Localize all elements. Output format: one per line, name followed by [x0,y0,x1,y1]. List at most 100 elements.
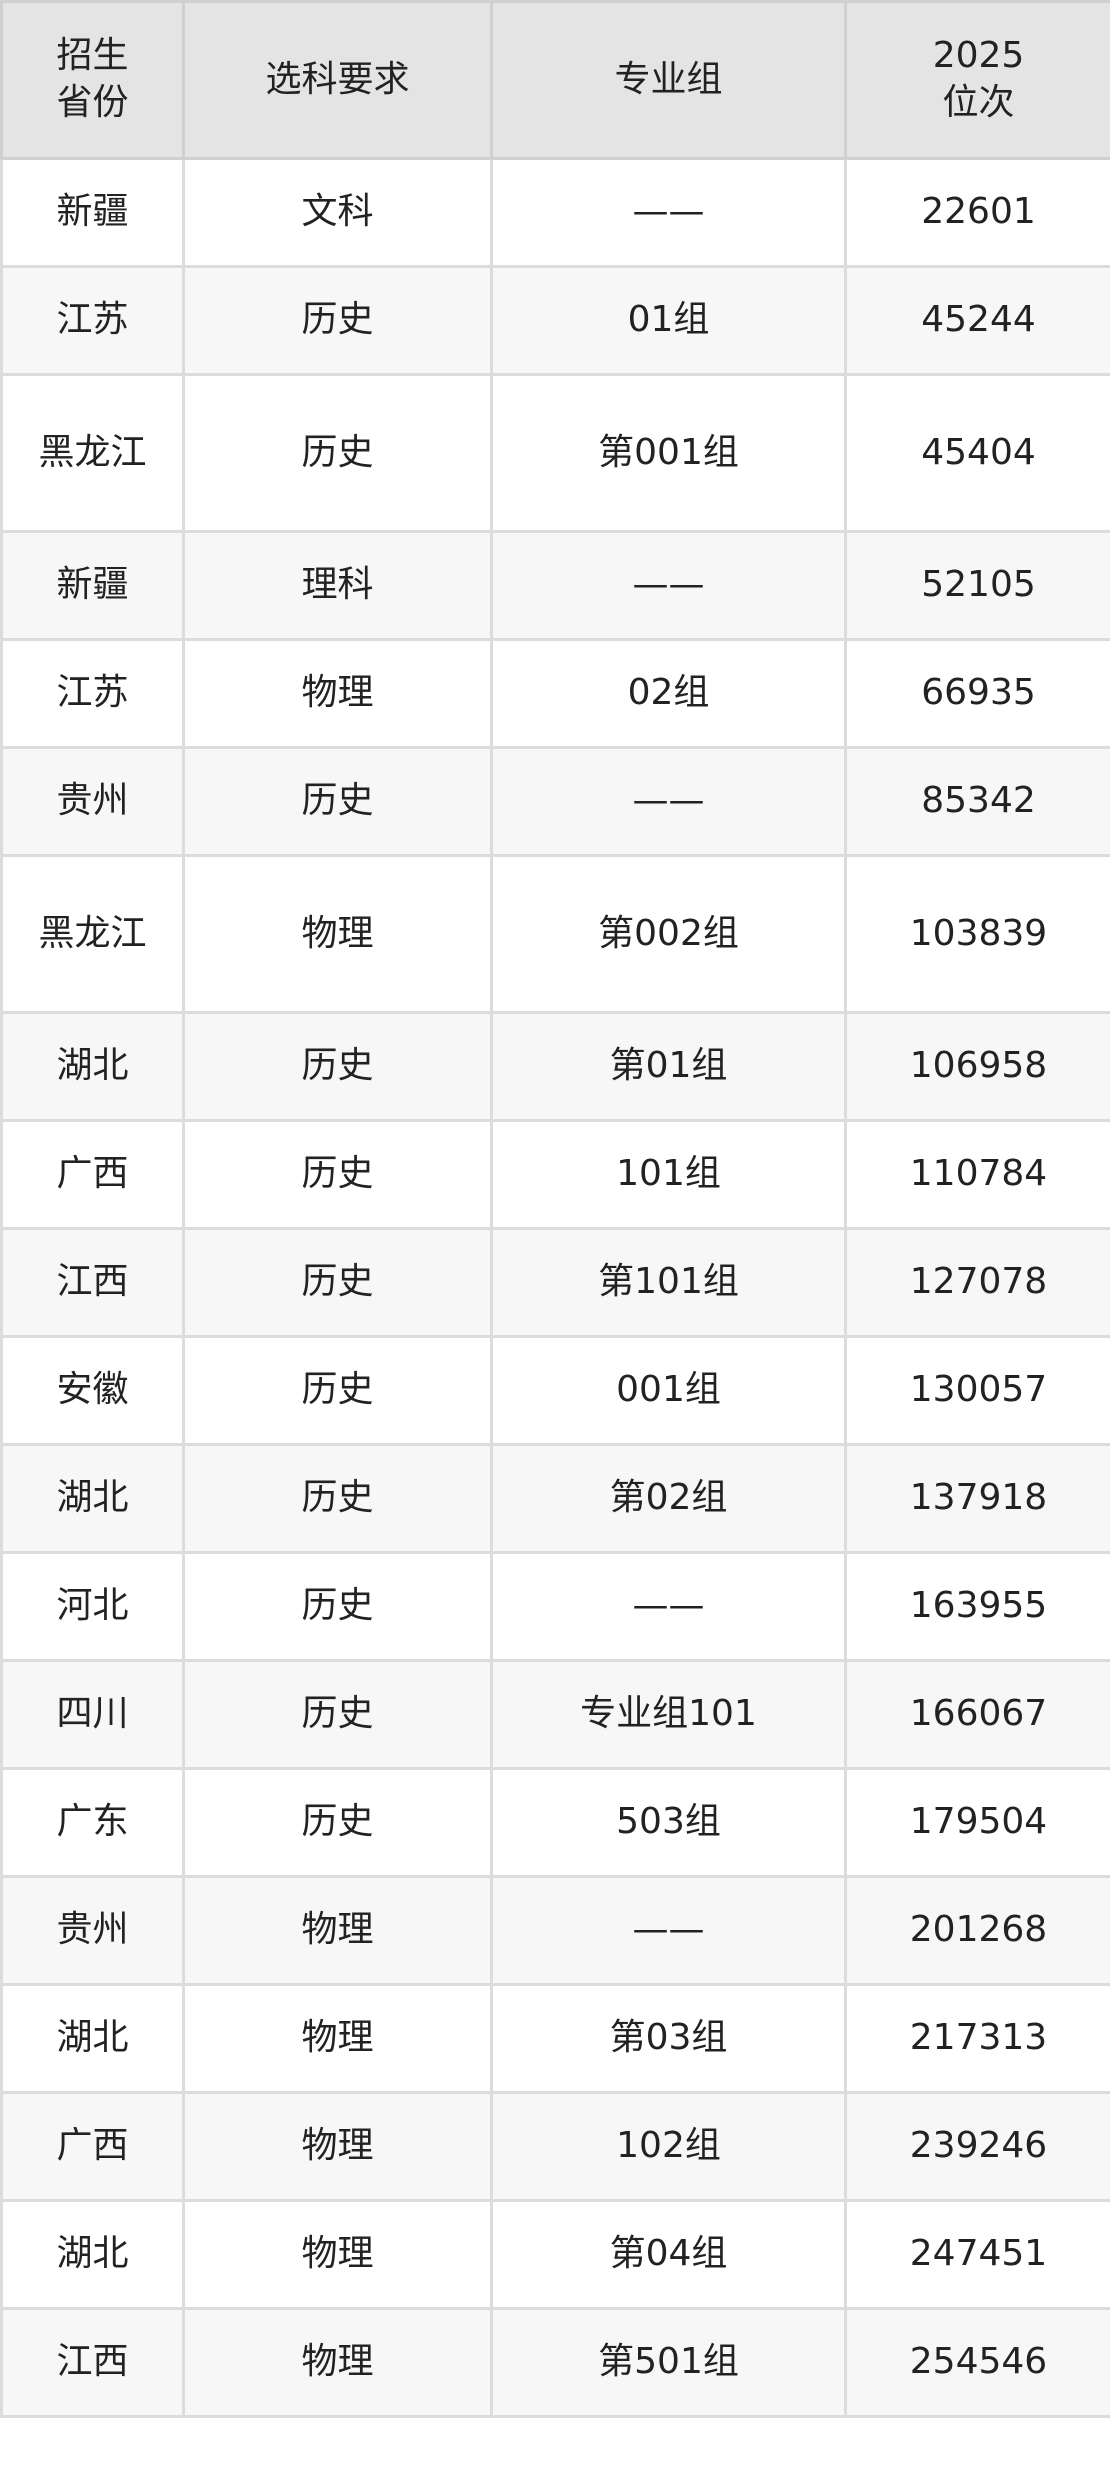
cell-province: 湖北 [0,1011,185,1122]
cell-subject: 历史 [182,1011,493,1122]
cell-rank: 45244 [844,265,1110,376]
table-row: 四川 历史 专业组101 166067 [0,1659,1110,1770]
table-row: 江西 历史 第101组 127078 [0,1227,1110,1338]
cell-rank: 66935 [844,638,1110,749]
cell-rank: 166067 [844,1659,1110,1770]
cell-group: 001组 [490,1335,847,1446]
cell-subject: 历史 [182,1119,493,1230]
cell-subject: 历史 [182,265,493,376]
table-row: 黑龙江 历史 第001组 45404 [0,373,1110,533]
cell-province: 广西 [0,1119,185,1230]
cell-group: 第04组 [490,2199,847,2310]
cell-rank: 103839 [844,854,1110,1014]
rank-table: 招生 省份 选科要求 专业组 2025 位次 新疆 文科 —— 22601 江苏 历史 01组 4… [0,0,1110,2418]
cell-rank: 217313 [844,1983,1110,2094]
cell-group: —— [490,1551,847,1662]
cell-group: —— [490,1875,847,1986]
table-row: 江苏 历史 01组 45244 [0,265,1110,376]
header-group: 专业组 [490,0,847,160]
cell-rank: 110784 [844,1119,1110,1230]
cell-rank: 239246 [844,2091,1110,2202]
cell-subject: 历史 [182,1551,493,1662]
cell-group: 专业组101 [490,1659,847,1770]
cell-subject: 历史 [182,746,493,857]
table-row: 湖北 物理 第03组 217313 [0,1983,1110,2094]
cell-rank: 106958 [844,1011,1110,1122]
cell-province: 江西 [0,1227,185,1338]
table-row: 广西 历史 101组 110784 [0,1119,1110,1230]
cell-subject: 历史 [182,1227,493,1338]
cell-province: 贵州 [0,1875,185,1986]
cell-subject: 历史 [182,1443,493,1554]
cell-group: 102组 [490,2091,847,2202]
header-province: 招生 省份 [0,0,185,160]
table-row: 广西 物理 102组 239246 [0,2091,1110,2202]
cell-province: 湖北 [0,2199,185,2310]
cell-province: 湖北 [0,1983,185,2094]
cell-group: 第02组 [490,1443,847,1554]
cell-group: 02组 [490,638,847,749]
cell-province: 江西 [0,2307,185,2418]
header-rank-line1: 2025 [932,35,1025,77]
cell-subject: 历史 [182,1659,493,1770]
table-row: 贵州 物理 —— 201268 [0,1875,1110,1986]
cell-subject: 理科 [182,530,493,641]
header-province-line2: 省份 [56,82,129,123]
cell-subject: 物理 [182,1983,493,2094]
cell-province: 湖北 [0,1443,185,1554]
cell-rank: 247451 [844,2199,1110,2310]
cell-rank: 127078 [844,1227,1110,1338]
cell-province: 新疆 [0,157,185,268]
cell-subject: 物理 [182,2199,493,2310]
cell-group: 第501组 [490,2307,847,2418]
cell-province: 广西 [0,2091,185,2202]
table-row: 新疆 理科 —— 52105 [0,530,1110,641]
header-subject: 选科要求 [182,0,493,160]
cell-subject: 物理 [182,2091,493,2202]
cell-province: 黑龙江 [0,854,185,1014]
cell-group: 503组 [490,1767,847,1878]
cell-rank: 85342 [844,746,1110,857]
table-row: 贵州 历史 —— 85342 [0,746,1110,857]
cell-group: 第001组 [490,373,847,533]
cell-province: 四川 [0,1659,185,1770]
header-province-line1: 招生 [56,35,129,77]
cell-rank: 179504 [844,1767,1110,1878]
header-row: 招生省份 选科要求 专业组 2025 位次 [0,0,1110,160]
cell-province: 黑龙江 [0,373,185,533]
cell-subject: 历史 [182,373,493,533]
cell-rank: 254546 [844,2307,1110,2418]
cell-group: 101组 [490,1119,847,1230]
cell-rank: 45404 [844,373,1110,533]
cell-subject: 文科 [182,157,493,268]
cell-province: 江苏 [0,638,185,749]
header-rank: 2025 位次 [844,0,1110,160]
table-row: 广东 历史 503组 179504 [0,1767,1110,1878]
cell-rank: 52105 [844,530,1110,641]
table-row: 新疆 文科 —— 22601 [0,157,1110,268]
cell-group: 第01组 [490,1011,847,1122]
header-rank-line2: 位次 [942,82,1015,123]
cell-province: 广东 [0,1767,185,1878]
cell-subject: 物理 [182,1875,493,1986]
cell-province: 河北 [0,1551,185,1662]
cell-group: 第03组 [490,1983,847,2094]
cell-group: —— [490,157,847,268]
table-row: 湖北 历史 第02组 137918 [0,1443,1110,1554]
cell-province: 贵州 [0,746,185,857]
table-row: 江苏 物理 02组 66935 [0,638,1110,749]
table-row: 安徽 历史 001组 130057 [0,1335,1110,1446]
cell-province: 新疆 [0,530,185,641]
cell-province: 安徽 [0,1335,185,1446]
cell-group: 第101组 [490,1227,847,1338]
cell-group: 01组 [490,265,847,376]
cell-subject: 物理 [182,854,493,1014]
cell-subject: 物理 [182,638,493,749]
cell-province: 江苏 [0,265,185,376]
cell-group: —— [490,746,847,857]
cell-subject: 历史 [182,1767,493,1878]
table-row: 江西 物理 第501组 254546 [0,2307,1110,2418]
table-row: 黑龙江 物理 第002组 103839 [0,854,1110,1014]
table-row: 河北 历史 —— 163955 [0,1551,1110,1662]
cell-subject: 物理 [182,2307,493,2418]
